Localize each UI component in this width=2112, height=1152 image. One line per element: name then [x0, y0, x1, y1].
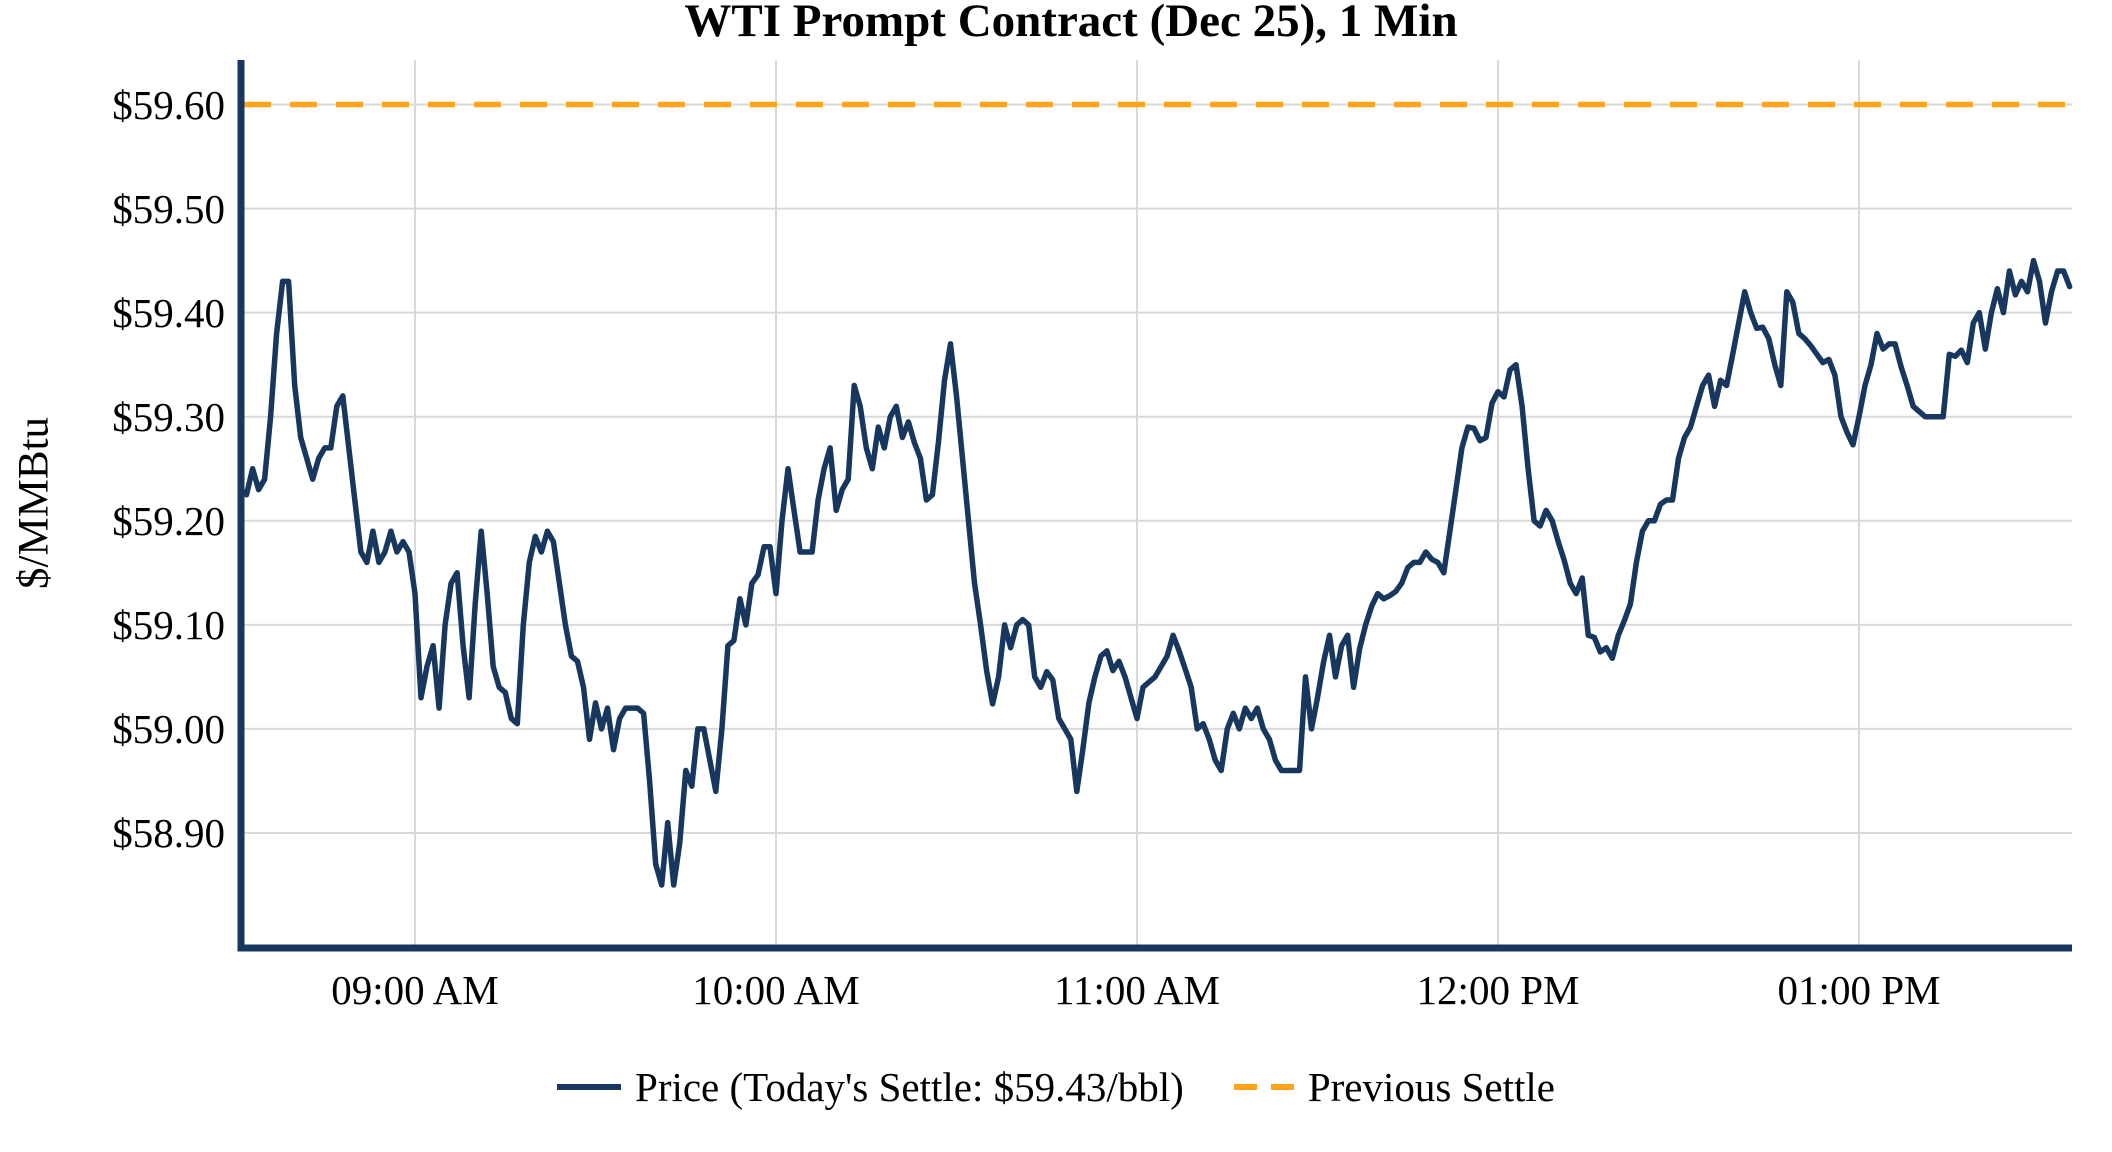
legend: Price (Today's Settle: $59.43/bbl) Previ…	[0, 1063, 2112, 1111]
y-tick-label: $59.30	[112, 393, 225, 440]
legend-price-label: Price (Today's Settle: $59.43/bbl)	[635, 1064, 1184, 1110]
legend-previous-settle-label: Previous Settle	[1307, 1064, 1555, 1110]
y-tick-label: $59.60	[112, 81, 225, 128]
y-tick-label: $59.50	[112, 185, 225, 232]
price-line	[237, 257, 2073, 888]
x-tick-label: 10:00 AM	[692, 967, 860, 1013]
previous-settle-swatch-icon	[1233, 1084, 1294, 1090]
x-tick-label: 09:00 AM	[331, 967, 499, 1013]
x-tick-label: 01:00 PM	[1777, 967, 1941, 1013]
price-line-swatch-icon	[557, 1084, 622, 1090]
y-tick-label: $59.00	[112, 705, 225, 752]
y-tick-label: $59.10	[112, 601, 225, 648]
x-tick-label: 11:00 AM	[1054, 967, 1220, 1013]
y-tick-label: $59.40	[112, 289, 225, 336]
y-tick-label: $58.90	[112, 809, 225, 856]
chart-title: WTI Prompt Contract (Dec 25), 1 Min	[684, 0, 1458, 47]
y-tick-label: $59.20	[112, 497, 225, 544]
x-tick-label: 12:00 PM	[1416, 967, 1580, 1013]
